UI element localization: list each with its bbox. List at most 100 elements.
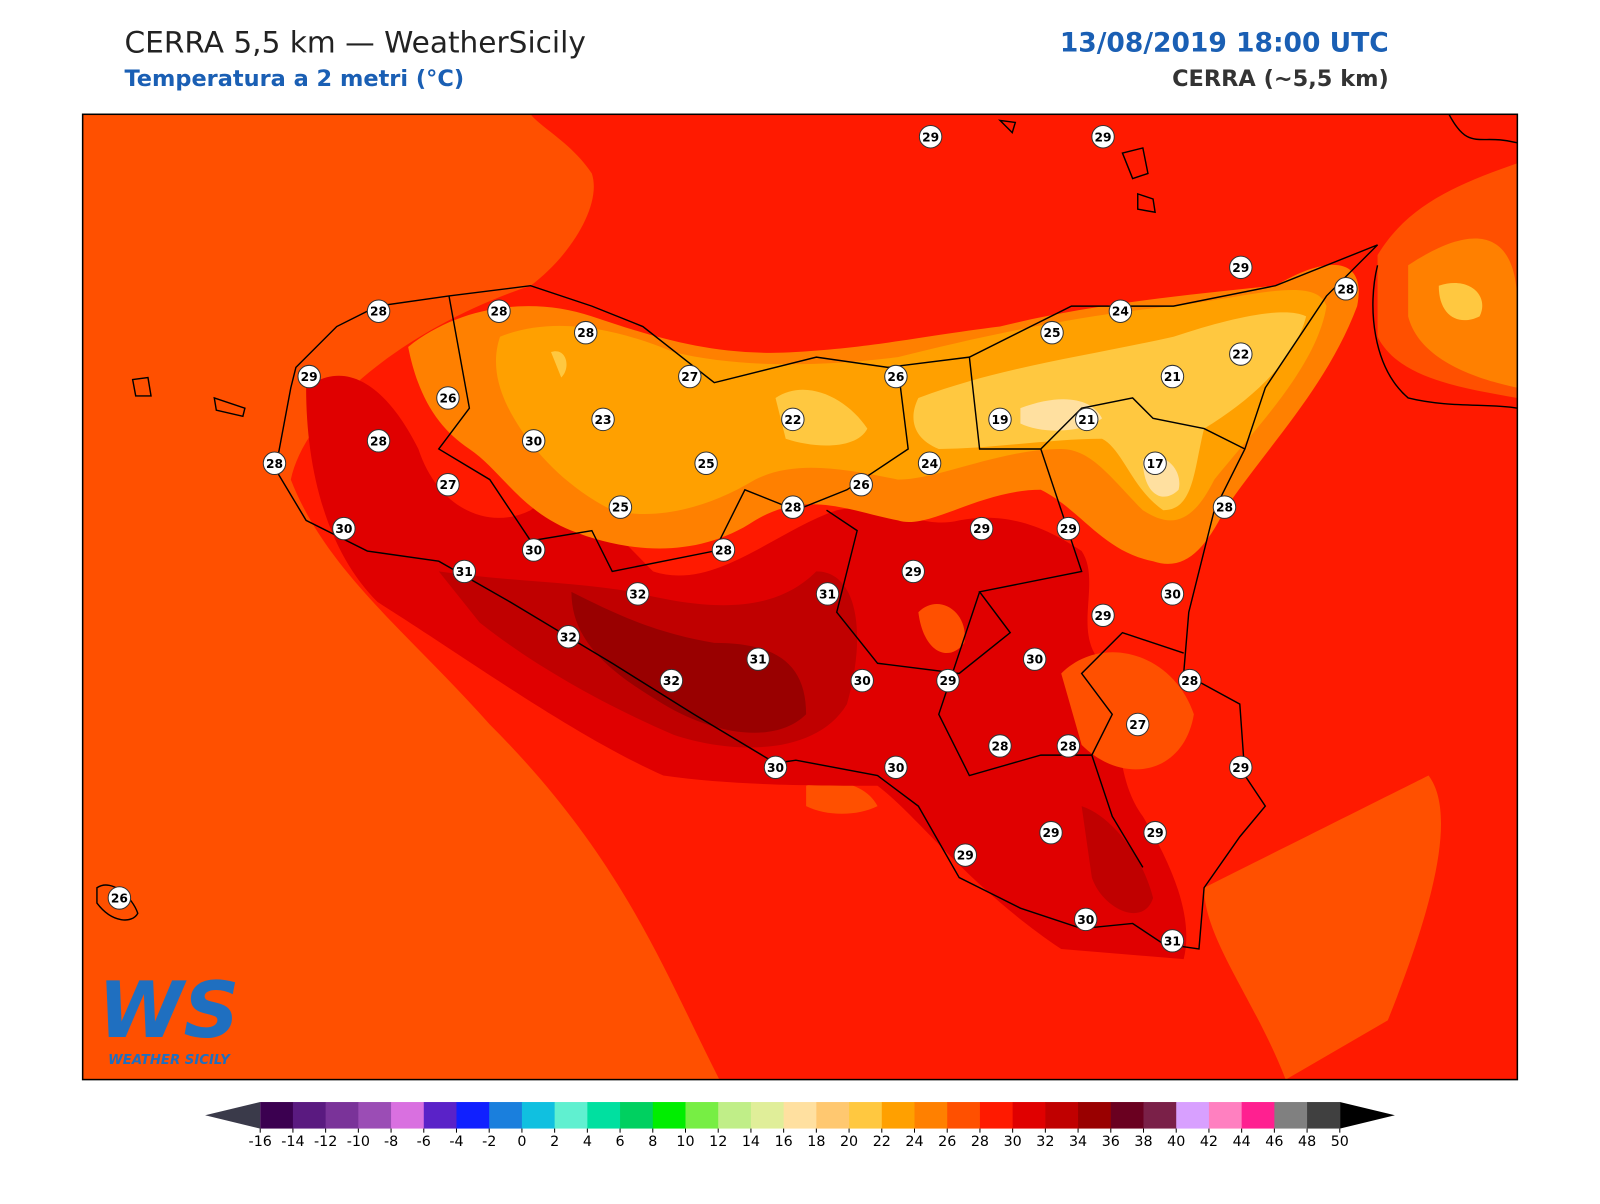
- station-marker: [901, 559, 925, 584]
- station-value: 25: [1044, 326, 1061, 340]
- station-value: 29: [1060, 522, 1077, 536]
- colorbar-tick-label: -6: [417, 1134, 431, 1150]
- station-marker: [1108, 299, 1133, 323]
- station-marker: [694, 451, 718, 475]
- station-value: 28: [1060, 739, 1077, 753]
- colorbar-bin: [1208, 1102, 1243, 1129]
- station-marker: [262, 451, 287, 475]
- station-value: 21: [1164, 370, 1181, 384]
- colorbar-under: [205, 1102, 261, 1129]
- colorbar-bin: [652, 1102, 687, 1129]
- colorbar-tick-label: 28: [971, 1134, 989, 1150]
- station-marker: [436, 386, 460, 410]
- colorbar-bin: [1110, 1102, 1145, 1129]
- station-marker: [608, 495, 633, 519]
- station-marker: [936, 668, 960, 693]
- station-value: 27: [681, 370, 698, 384]
- colorbar-tick-label: -12: [314, 1134, 337, 1150]
- colorbar-bin: [1143, 1102, 1177, 1129]
- colorbar-bin: [1176, 1102, 1210, 1129]
- station-value: 30: [1164, 587, 1181, 601]
- colorbar: -16 -14 -12 -10 -8 -6 -4 -2 0 2 4 6 8 10 12 14 16 18 20 22 2…: [205, 1102, 1395, 1150]
- colorbar-bin: [292, 1102, 327, 1129]
- station-value: 31: [819, 587, 836, 601]
- station-value: 31: [1164, 934, 1181, 948]
- station-marker: [1091, 125, 1115, 149]
- station-value: 26: [887, 370, 904, 384]
- station-marker: [521, 538, 546, 562]
- colorbar-tick-label: 10: [676, 1134, 694, 1150]
- station-marker: [988, 734, 1012, 758]
- station-value: 29: [1232, 761, 1249, 775]
- station-value: 30: [767, 761, 784, 775]
- station-value: 31: [750, 653, 767, 667]
- station-marker: [884, 755, 908, 780]
- station-marker: [1212, 495, 1237, 519]
- station-marker: [1040, 320, 1064, 345]
- station-value: 28: [370, 305, 387, 319]
- station-value: 30: [854, 674, 871, 688]
- station-value: 22: [1232, 348, 1249, 362]
- colorbar-bin: [260, 1102, 294, 1129]
- station-marker: [436, 472, 460, 497]
- station-marker: [1091, 603, 1115, 628]
- colorbar-bin: [358, 1102, 392, 1129]
- station-marker: [763, 755, 788, 780]
- colorbar-tick-label: 42: [1200, 1134, 1218, 1150]
- station-marker: [1160, 582, 1185, 606]
- colorbar-tick-label: 48: [1298, 1134, 1316, 1150]
- station-marker: [1143, 451, 1167, 475]
- station-marker: [746, 647, 770, 671]
- station-marker: [1178, 668, 1202, 693]
- station-value: 29: [301, 370, 318, 384]
- colorbar-tick-label: 46: [1265, 1134, 1283, 1150]
- colorbar-tick-label: 32: [1036, 1134, 1054, 1150]
- map-frame: [81, 113, 1519, 1081]
- station-value: 29: [957, 849, 974, 863]
- colorbar-tick-label: -2: [482, 1134, 496, 1150]
- station-value: 28: [991, 739, 1008, 753]
- station-marker: [1160, 364, 1185, 389]
- station-marker: [1075, 407, 1099, 432]
- colorbar-bin: [1045, 1102, 1079, 1129]
- colorbar-bin: [979, 1102, 1014, 1129]
- station-value: 19: [991, 413, 1008, 427]
- colorbar-bin: [685, 1102, 719, 1129]
- colorbar-tick-label: 50: [1331, 1134, 1349, 1150]
- station-marker: [1334, 277, 1358, 301]
- colorbar-tick-label: 16: [775, 1134, 793, 1150]
- station-value: 30: [887, 761, 904, 775]
- station-value: 29: [1043, 826, 1060, 840]
- station-marker: [366, 429, 391, 453]
- station-marker: [1229, 342, 1253, 366]
- colorbar-tick-label: 0: [517, 1134, 526, 1150]
- station-value: 29: [973, 522, 990, 536]
- station-marker: [1073, 907, 1098, 932]
- colorbar-bin: [1078, 1102, 1112, 1129]
- station-marker: [918, 125, 943, 149]
- colorbar-bin: [816, 1102, 850, 1129]
- station-marker: [1143, 820, 1167, 845]
- station-value: 32: [560, 630, 577, 644]
- colorbar-bin: [783, 1102, 817, 1129]
- station-marker: [781, 407, 805, 432]
- station-value: 32: [629, 587, 646, 601]
- station-marker: [366, 299, 391, 323]
- station-value: 28: [784, 501, 801, 515]
- station-marker: [850, 668, 874, 693]
- station-marker: [556, 625, 581, 649]
- station-value: 24: [921, 457, 938, 471]
- station-marker: [573, 320, 598, 345]
- station-marker: [1160, 929, 1185, 953]
- station-value: 29: [939, 674, 956, 688]
- colorbar-bin: [391, 1102, 425, 1129]
- station-value: 30: [525, 434, 542, 448]
- colorbar-tick-label: 24: [905, 1134, 923, 1150]
- model: CERRA (~5,5 km): [1172, 66, 1389, 92]
- station-value: 28: [266, 457, 283, 471]
- colorbar-tick-label: 44: [1233, 1134, 1251, 1150]
- temperature-field: [82, 114, 1518, 1080]
- station-value: 26: [853, 478, 870, 492]
- colorbar-bin: [881, 1102, 916, 1129]
